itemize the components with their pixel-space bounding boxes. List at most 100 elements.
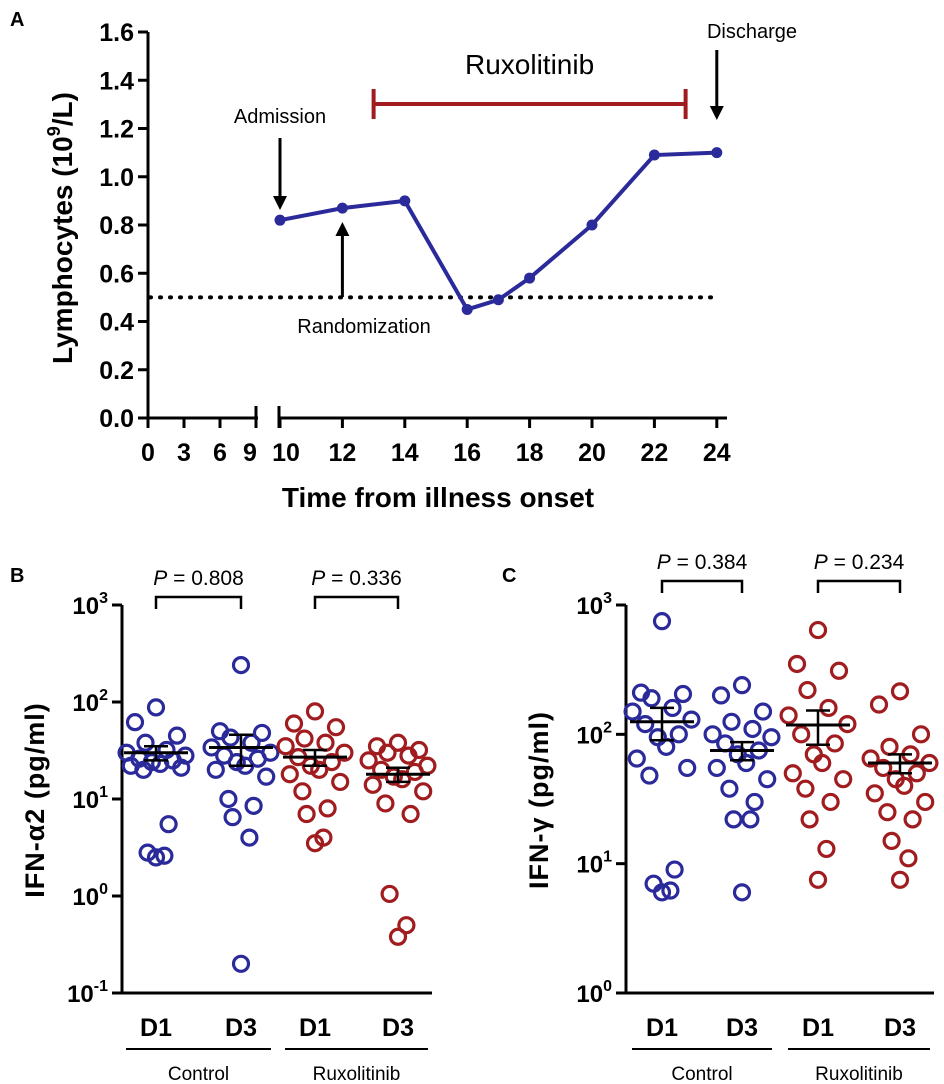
data-point: [234, 658, 249, 673]
x-tick-label: 3: [177, 439, 191, 467]
data-point: [819, 841, 834, 856]
data-point: [722, 781, 737, 796]
data-point: [880, 805, 895, 820]
x-tick-label: 16: [453, 439, 481, 467]
data-point: [811, 872, 826, 887]
data-point: [798, 781, 813, 796]
data-point: [221, 792, 236, 807]
panel-label-b: B: [10, 565, 24, 587]
y-tick-label: 0.6: [99, 260, 134, 288]
y-tick-label: 1.6: [99, 19, 134, 47]
category-label: D3: [225, 1014, 257, 1042]
y-tick-label: 100: [72, 881, 108, 911]
data-point: [524, 273, 535, 284]
data-point: [638, 717, 653, 732]
data-point: [403, 807, 418, 822]
data-point: [234, 956, 249, 971]
data-point: [785, 766, 800, 781]
data-point: [735, 885, 750, 900]
data-point: [161, 817, 176, 832]
x-tick-label: 0: [141, 439, 155, 467]
x-tick-label: 18: [516, 439, 544, 467]
data-point: [299, 807, 314, 822]
p-value-bracket: [315, 597, 398, 609]
group-label: Control: [168, 1064, 229, 1084]
data-point: [827, 736, 842, 751]
data-point: [629, 751, 644, 766]
y-tick-label: 100: [576, 978, 612, 1008]
data-point: [800, 683, 815, 698]
data-point: [333, 774, 348, 789]
data-point: [745, 721, 760, 736]
data-point: [295, 784, 310, 799]
data-point: [128, 715, 143, 730]
data-point: [680, 760, 695, 775]
x-tick-label: 14: [391, 439, 419, 467]
data-point: [278, 739, 293, 754]
panel-a: A Lymphocytes (109/L) Time from illness …: [10, 9, 797, 513]
y-tick-label: 0.8: [99, 212, 134, 240]
data-point: [914, 727, 929, 742]
data-point: [832, 663, 847, 678]
data-point: [259, 769, 274, 784]
y-tick-label: 0.2: [99, 357, 134, 385]
data-point: [297, 731, 312, 746]
data-point: [709, 760, 724, 775]
chart-c-ylabel: IFN-γ (pg/ml): [524, 711, 554, 889]
data-point: [711, 147, 722, 158]
treatment-bar-label: Ruxolitinib: [465, 49, 594, 80]
data-point: [320, 801, 335, 816]
category-label: D3: [726, 1014, 758, 1042]
category-label: D3: [382, 1014, 414, 1042]
data-point: [337, 203, 348, 214]
data-point: [378, 796, 393, 811]
data-point: [642, 768, 657, 783]
data-point: [676, 687, 691, 702]
x-tick-label: 6: [213, 439, 227, 467]
data-point: [149, 700, 164, 715]
x-tick-label: 12: [328, 439, 356, 467]
data-point: [308, 704, 323, 719]
data-point: [684, 712, 699, 727]
chart-b-ylabel: IFN-α2 (pg/ml): [20, 702, 50, 898]
p-value-label: P = 0.808: [153, 567, 244, 590]
data-point: [867, 786, 882, 801]
panel-label-c: C: [502, 565, 516, 587]
data-point: [382, 886, 397, 901]
data-point: [242, 830, 257, 845]
data-point: [811, 623, 826, 638]
annotation-label: Randomization: [297, 316, 430, 338]
group-label: Control: [671, 1064, 732, 1084]
group-label: Ruxolitinib: [815, 1064, 903, 1084]
y-tick-label: 101: [576, 849, 612, 879]
data-point: [901, 851, 916, 866]
y-tick-label: 1.2: [99, 116, 134, 144]
annotation-label: Discharge: [707, 21, 797, 43]
x-tick-label: 24: [703, 439, 731, 467]
chart-b-marks: P = 0.808 P = 0.336: [119, 567, 435, 971]
p-value-bracket: [818, 581, 900, 593]
data-point: [726, 812, 741, 827]
data-point: [246, 798, 261, 813]
data-point: [416, 784, 431, 799]
chart-a-xlabel: Time from illness onset: [282, 482, 594, 513]
data-point: [735, 678, 750, 693]
data-point: [667, 862, 682, 877]
data-point: [802, 812, 817, 827]
y-tick-label: 103: [576, 590, 612, 620]
data-point: [659, 739, 674, 754]
data-point: [764, 730, 779, 745]
chart-c-marks: P = 0.384 P = 0.234: [625, 551, 937, 900]
randomization-arrow-head: [335, 222, 349, 236]
data-point: [287, 716, 302, 731]
p-value-bracket: [662, 581, 742, 593]
data-point: [893, 872, 908, 887]
panel-label-a: A: [10, 9, 24, 31]
group-label: Ruxolitinib: [313, 1064, 401, 1084]
x-tick-label: 22: [640, 439, 668, 467]
x-tick-label: 9: [243, 439, 257, 467]
data-point: [836, 772, 851, 787]
data-point: [823, 794, 838, 809]
y-tick-label: 102: [576, 719, 612, 749]
